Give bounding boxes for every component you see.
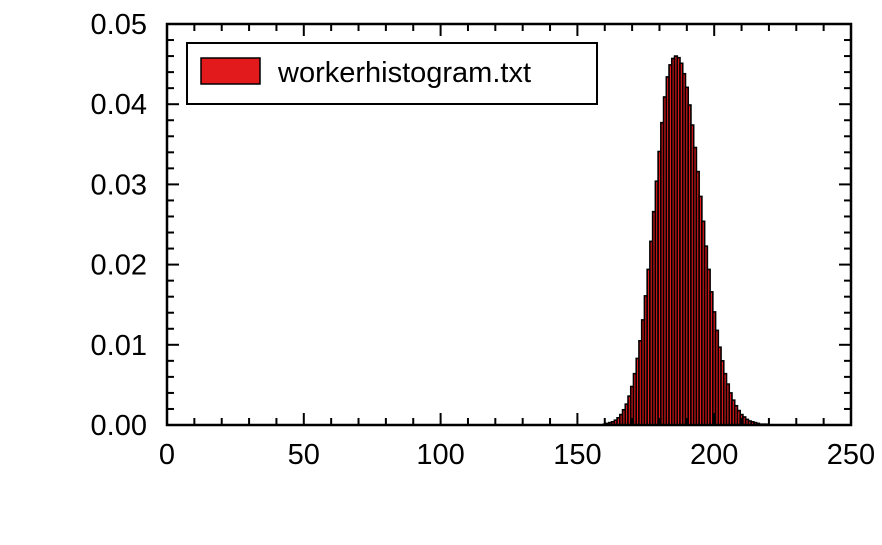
x-tick-label: 100	[416, 439, 464, 471]
legend-label: workerhistogram.txt	[277, 57, 531, 89]
x-tick-label: 200	[690, 439, 738, 471]
legend: workerhistogram.txt	[186, 42, 598, 105]
x-tick-label: 0	[159, 439, 175, 471]
y-tick-label: 0.05	[91, 9, 147, 41]
y-tick-label: 0.02	[91, 250, 147, 282]
plot-frame	[165, 22, 853, 427]
histogram-bars	[602, 55, 769, 426]
x-tick-label: 250	[827, 439, 875, 471]
y-tick-label: 0.04	[91, 89, 147, 121]
legend-swatch	[200, 57, 261, 85]
y-tick-label: 0.00	[91, 410, 147, 442]
x-tick-label: 150	[553, 439, 601, 471]
y-tick-label: 0.03	[91, 169, 147, 201]
y-tick-label: 0.01	[91, 330, 147, 362]
x-tick-label: 50	[288, 439, 320, 471]
